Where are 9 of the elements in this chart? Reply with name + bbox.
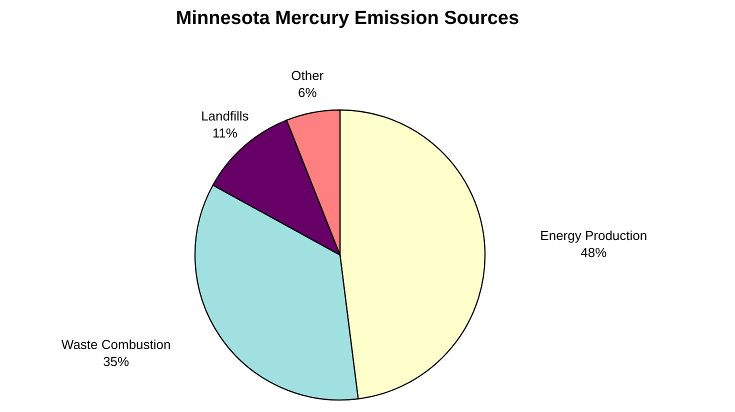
- slice-label: Waste Combustion: [61, 336, 171, 352]
- data-label: 48%: [580, 245, 608, 260]
- data-label: 11%: [212, 125, 238, 140]
- slice-label: Other: [291, 68, 324, 84]
- chart-title: Minnesota Mercury Emission Sources: [174, 8, 520, 29]
- slice-label: Energy Production: [540, 228, 648, 244]
- data-label: 35%: [103, 354, 130, 369]
- data-label: 6%: [298, 85, 318, 100]
- slice-label: Landfills: [201, 108, 250, 124]
